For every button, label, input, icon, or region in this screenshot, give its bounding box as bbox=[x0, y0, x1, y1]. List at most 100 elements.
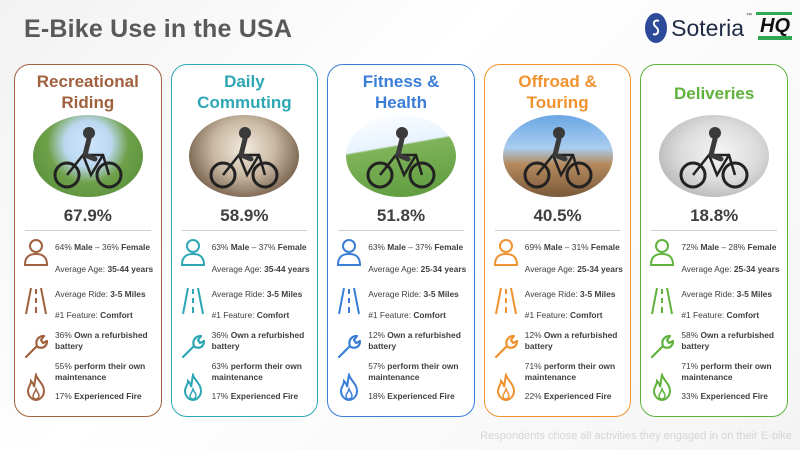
feature-stat: #1 Feature: Comfort bbox=[368, 310, 446, 320]
gender-stat: 72% Male – 28% Female bbox=[681, 242, 777, 252]
gender-stat: 69% Male – 31% Female bbox=[524, 242, 620, 252]
maintenance-stat: 57% perform their own maintenance bbox=[368, 361, 459, 382]
fire-icon bbox=[649, 371, 675, 402]
person-icon bbox=[180, 238, 206, 266]
road-icon bbox=[649, 287, 675, 315]
divider bbox=[181, 230, 308, 231]
wrench-icon bbox=[336, 333, 362, 361]
card-title: Recreational Riding bbox=[15, 71, 161, 113]
feature-stat: #1 Feature: Comfort bbox=[681, 310, 760, 320]
bike-icon bbox=[53, 127, 123, 189]
age-stat: Average Age: 25-34 years bbox=[524, 264, 623, 274]
fire-icon bbox=[180, 371, 206, 402]
usage-percent: 18.8% bbox=[690, 206, 739, 225]
card-title-line1: Fitness & bbox=[362, 72, 440, 91]
fire-stat: 33% Experienced Fire bbox=[681, 391, 768, 401]
road-icon bbox=[493, 287, 519, 315]
maintenance-stat: 71% perform their own maintenance bbox=[524, 361, 616, 382]
divider bbox=[338, 230, 464, 231]
ride-stat: Average Ride: 3-5 Miles bbox=[681, 289, 773, 299]
activity-photo bbox=[189, 115, 300, 197]
wrench-icon bbox=[23, 333, 49, 361]
fire-icon bbox=[336, 371, 362, 402]
logos: Soteria ™ HQ bbox=[645, 8, 792, 48]
usage-percent: 58.9% bbox=[220, 206, 269, 225]
card-title-line2: Commuting bbox=[197, 93, 292, 112]
activity-photo bbox=[32, 115, 143, 197]
divider bbox=[651, 230, 777, 231]
card-title: Fitness & Health bbox=[328, 71, 474, 113]
ride-stat: Average Ride: 3-5 Miles bbox=[524, 289, 616, 299]
maintenance-stat: 71% perform their own maintenance bbox=[681, 361, 772, 382]
bike-icon bbox=[523, 127, 593, 189]
bike-icon bbox=[366, 127, 436, 189]
usage-percent: 40.5% bbox=[533, 206, 582, 225]
person-icon bbox=[336, 238, 362, 266]
page-title: E-Bike Use in the USA bbox=[24, 15, 293, 43]
footnote: Respondents chose all activities they en… bbox=[480, 430, 792, 442]
fire-stat: 17% Experienced Fire bbox=[211, 391, 299, 401]
divider bbox=[25, 230, 151, 231]
gender-stat: 63% Male – 37% Female bbox=[211, 242, 307, 252]
feature-stat: #1 Feature: Comfort bbox=[524, 310, 603, 320]
age-stat: Average Age: 25-34 years bbox=[368, 264, 467, 274]
fire-icon bbox=[493, 371, 519, 402]
wrench-icon bbox=[493, 333, 519, 361]
hq-logo: HQ bbox=[756, 12, 792, 40]
wrench-icon bbox=[649, 333, 675, 361]
bike-icon bbox=[679, 127, 749, 189]
divider bbox=[494, 230, 621, 231]
road-icon bbox=[23, 287, 49, 315]
trademark: ™ bbox=[746, 13, 752, 19]
feature-stat: #1 Feature: Comfort bbox=[55, 310, 133, 320]
cards: Recreational Riding 67.9% 64% Male – 36%… bbox=[14, 64, 788, 417]
card-title-line1: Deliveries bbox=[674, 84, 755, 103]
battery-stat: 12% Own a refurbished battery bbox=[368, 330, 461, 351]
battery-stat: 12% Own a refurbished battery bbox=[524, 330, 618, 351]
card-title-line1: Daily bbox=[224, 72, 265, 91]
gender-stat: 64% Male – 36% Female bbox=[55, 242, 150, 252]
activity-photo bbox=[502, 115, 613, 197]
activity-card: Deliveries 18.8% 72% Male – 28% Female A… bbox=[640, 64, 788, 417]
soteria-logo: Soteria ™ bbox=[645, 13, 752, 43]
activity-photo bbox=[659, 115, 770, 197]
activity-card: Daily Commuting 58.9% 63% Male – 37% Fem… bbox=[170, 64, 319, 417]
age-stat: Average Age: 25-34 years bbox=[681, 264, 780, 274]
battery-stat: 58% Own a refurbished battery bbox=[681, 330, 774, 351]
person-icon bbox=[493, 238, 519, 266]
age-stat: Average Age: 35-44 years bbox=[211, 264, 310, 274]
fire-stat: 22% Experienced Fire bbox=[524, 391, 612, 401]
card-title-line2: Health bbox=[375, 93, 427, 112]
bike-icon bbox=[209, 127, 279, 189]
card-title: Deliveries bbox=[641, 83, 787, 104]
usage-percent: 51.8% bbox=[376, 206, 426, 225]
person-icon bbox=[649, 238, 675, 266]
soteria-wordmark: Soteria bbox=[671, 14, 744, 41]
gender-stat: 63% Male – 37% Female bbox=[368, 242, 464, 252]
fire-stat: 17% Experienced Fire bbox=[55, 391, 142, 401]
activity-card: Offroad & Touring 40.5% 69% Male – 31% F… bbox=[483, 64, 632, 417]
card-title: Daily Commuting bbox=[172, 71, 318, 113]
age-stat: Average Age: 35-44 years bbox=[55, 264, 154, 274]
battery-stat: 36% Own a refurbished battery bbox=[211, 330, 305, 351]
road-icon bbox=[180, 287, 206, 315]
maintenance-stat: 55% perform their own maintenance bbox=[55, 361, 146, 382]
fire-stat: 18% Experienced Fire bbox=[368, 391, 455, 401]
ride-stat: Average Ride: 3-5 Miles bbox=[368, 289, 459, 299]
card-title-line1: Recreational bbox=[36, 72, 139, 91]
ride-stat: Average Ride: 3-5 Miles bbox=[211, 289, 303, 299]
activity-photo bbox=[345, 115, 456, 197]
ride-stat: Average Ride: 3-5 Miles bbox=[55, 289, 146, 299]
card-title-line2: Riding bbox=[61, 93, 115, 112]
maintenance-stat: 63% perform their own maintenance bbox=[211, 361, 302, 382]
card-title: Offroad & Touring bbox=[485, 71, 631, 113]
person-icon bbox=[23, 238, 49, 266]
card-title-line1: Offroad & bbox=[518, 72, 597, 91]
wrench-icon bbox=[180, 333, 206, 361]
soteria-mark-icon bbox=[645, 13, 668, 43]
battery-stat: 36% Own a refurbished battery bbox=[55, 330, 148, 351]
road-icon bbox=[336, 287, 362, 315]
fire-icon bbox=[23, 371, 49, 402]
activity-card: Fitness & Health 51.8% 63% Male – 37% Fe… bbox=[327, 64, 475, 417]
activity-card: Recreational Riding 67.9% 64% Male – 36%… bbox=[14, 64, 162, 417]
